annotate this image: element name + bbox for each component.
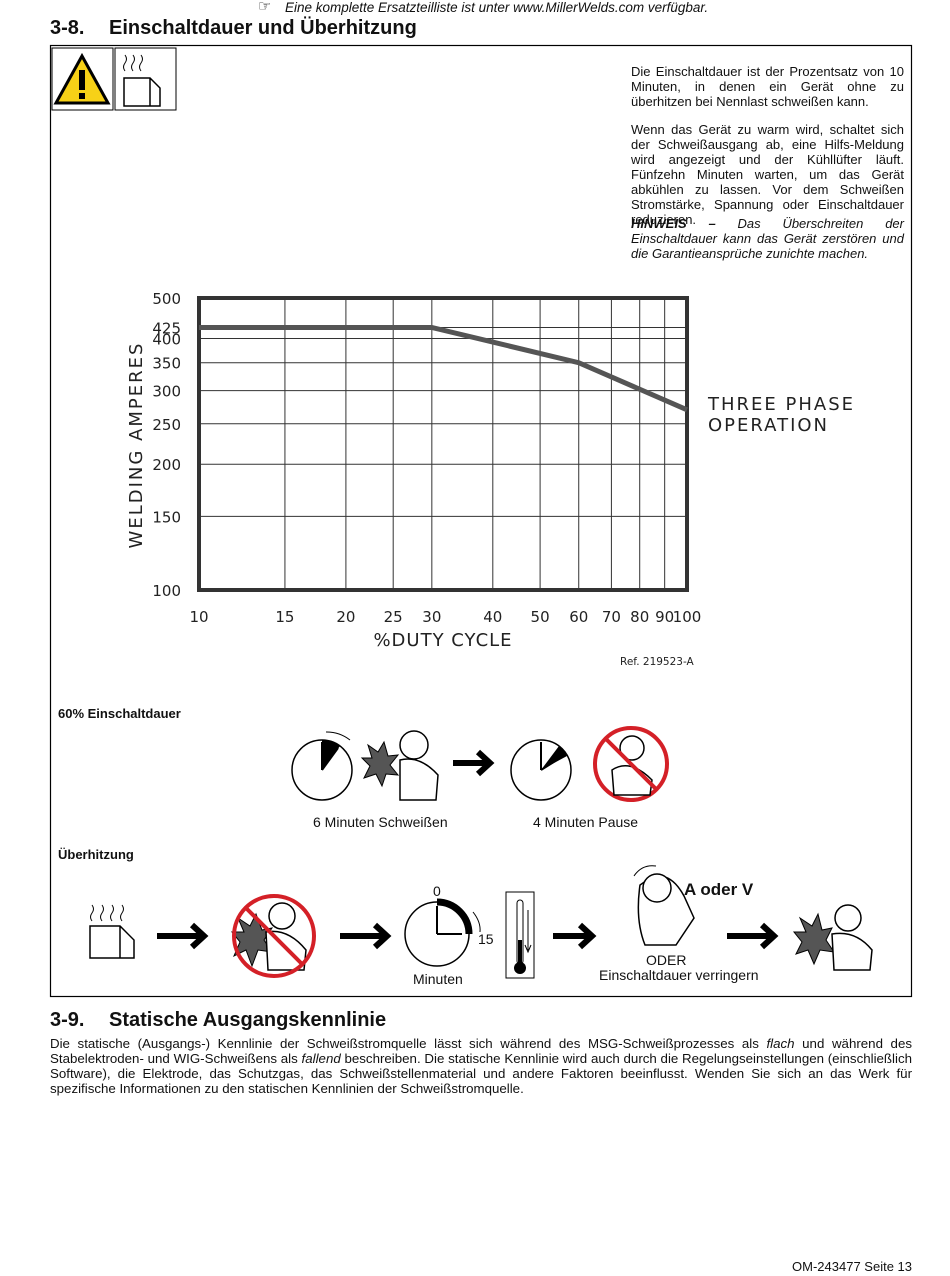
header-note: Eine komplette Ersatzteilliste ist unter…: [285, 0, 709, 15]
y-tick-label: 100: [152, 582, 181, 600]
reduce-caption: Einschaltdauer verringern: [599, 967, 759, 983]
warning-mark: [79, 93, 85, 99]
paragraph: Die Einschaltdauer ist der Prozentsatz v…: [631, 64, 904, 109]
clock-icon: [510, 739, 572, 801]
plot-frame: [197, 296, 689, 592]
or-caption: ODER: [646, 952, 687, 968]
machine-icon: [89, 925, 135, 959]
timer-icon: [404, 898, 481, 967]
section-number: 3-9.: [50, 1009, 85, 1031]
pause-caption: 4 Minuten Pause: [533, 814, 639, 830]
machine-icon: [123, 77, 161, 107]
x-tick-label: 100: [673, 608, 702, 626]
annotation: THREE PHASE: [707, 394, 855, 415]
x-tick-label: 20: [336, 608, 355, 626]
x-tick-label: 60: [569, 608, 588, 626]
notice: HINWEIS – Das Überschreiten der Einschal…: [631, 216, 904, 261]
x-tick-label: 40: [483, 608, 502, 626]
annotation: OPERATION: [708, 415, 829, 436]
text: beschreiben. Die statische Kennlinie wir…: [50, 1051, 912, 1096]
heat-icon: [90, 904, 124, 922]
y-tick-label: 300: [152, 383, 181, 401]
x-tick-label: 25: [384, 608, 403, 626]
warning-mark: [79, 70, 85, 90]
no-weld-icon: [593, 726, 669, 802]
text: flach: [766, 1036, 795, 1051]
section-number: 3-8.: [50, 17, 85, 39]
adjust-caption: A oder V: [684, 880, 754, 899]
duty-cycle-label: 60% Einschaltdauer: [58, 706, 181, 721]
y-tick-label: 500: [152, 290, 181, 308]
y-axis-label: WELDING AMPERES: [126, 342, 147, 549]
clock-icon: [291, 731, 353, 801]
text: und während des Stabelektroden- und WIG-…: [50, 1036, 913, 1066]
arrow: [340, 922, 392, 950]
text: fallend: [301, 1051, 341, 1066]
x-tick-label: 50: [531, 608, 550, 626]
page-footer: OM-243477 Seite 13: [792, 1259, 912, 1274]
section-box: [49, 44, 913, 998]
x-tick-label: 30: [422, 608, 441, 626]
arrow: [553, 922, 597, 950]
section-title: Einschaltdauer und Überhitzung: [109, 17, 417, 39]
y-tick-label: 250: [152, 416, 181, 434]
x-tick-label: 80: [630, 608, 649, 626]
y-tick-label: 400: [152, 330, 181, 348]
minutes-caption: Minuten: [413, 971, 463, 987]
no-weld-icon: [230, 894, 316, 978]
section-title: Statische Ausgangskennlinie: [109, 1009, 387, 1031]
pointer-icon: ☞: [258, 0, 271, 15]
y-tick-label: 350: [152, 355, 181, 373]
x-tick-label: 15: [275, 608, 294, 626]
icon-frame: [114, 47, 177, 111]
dial-start: 0: [433, 883, 441, 899]
x-tick-label: 90: [655, 608, 674, 626]
y-tick-label: 150: [152, 508, 181, 526]
welder-icon: [360, 730, 439, 801]
thermometer-icon: [505, 891, 535, 979]
notice-label: HINWEIS –: [631, 216, 716, 231]
y-tick-label: 200: [152, 456, 181, 474]
paragraph: Wenn das Gerät zu warm wird, schaltet si…: [631, 122, 904, 227]
arrow: [453, 749, 495, 777]
arrow: [727, 922, 779, 950]
reference: Ref. 219523-A: [620, 656, 695, 668]
x-axis-label: %DUTY CYCLE: [373, 630, 512, 651]
arrow: [157, 922, 209, 950]
y-tick-label: 425: [152, 319, 181, 337]
overheating-label: Überhitzung: [58, 847, 134, 862]
knob-icon: [633, 865, 695, 946]
heat-icon: [123, 54, 143, 72]
icon-frame: [51, 47, 114, 111]
weld-caption: 6 Minuten Schweißen: [313, 814, 448, 830]
notice-text: Das Überschreiten der Einschaltdauer kan…: [631, 216, 904, 261]
welder-icon: [792, 904, 873, 971]
dial-end: 15: [478, 931, 494, 947]
data-line: [199, 324, 688, 413]
paragraph: Die statische (Ausgangs-) Kennlinie der …: [50, 1036, 912, 1096]
x-tick-label: 70: [602, 608, 621, 626]
x-tick-label: 10: [189, 608, 208, 626]
text: Die statische (Ausgangs-) Kennlinie der …: [50, 1036, 767, 1051]
